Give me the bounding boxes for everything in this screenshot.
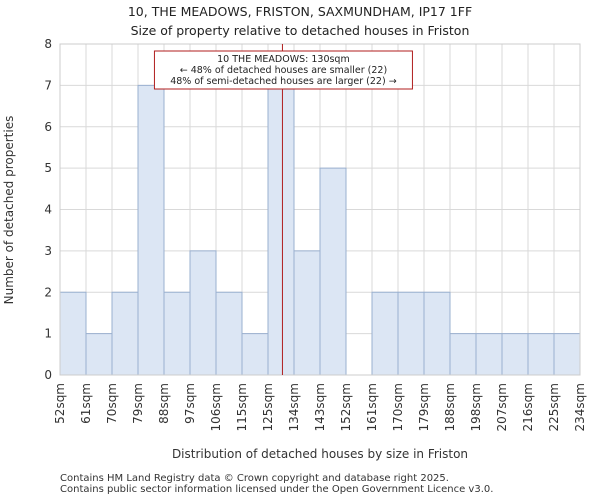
y-tick-label: 6 — [44, 120, 52, 134]
x-tick-label: 216sqm — [521, 383, 535, 431]
attribution-footer: Contains HM Land Registry data © Crown c… — [60, 473, 493, 495]
x-tick-label: 188sqm — [443, 383, 457, 431]
attribution-line-1: Contains HM Land Registry data © Crown c… — [60, 473, 449, 484]
x-tick-label: 234sqm — [573, 383, 587, 431]
histogram-bar — [475, 333, 503, 376]
histogram-bar — [85, 333, 113, 376]
histogram-bar — [189, 250, 217, 376]
x-tick-label: 70sqm — [105, 383, 119, 424]
annotation-box — [153, 50, 413, 90]
histogram-bar — [241, 333, 269, 376]
chart-header: 10, THE MEADOWS, FRISTON, SAXMUNDHAM, IP… — [0, 2, 600, 40]
y-tick-label: 2 — [44, 285, 52, 299]
x-tick-label: 143sqm — [313, 383, 327, 431]
y-tick-label: 8 — [44, 37, 52, 51]
x-tick-label: 225sqm — [547, 383, 561, 431]
annotation-line: 48% of semi-detached houses are larger (… — [170, 76, 397, 87]
annotation-line: ← 48% of detached houses are smaller (22… — [180, 65, 387, 76]
axis-layer: 0 1 2 3 4 5 6 7 8 52sqm 61sqm 70sqm 79sqm 88sqm 97sqm 1… — [44, 37, 587, 431]
attribution-line-2: Contains public sector information licen… — [60, 484, 494, 495]
histogram-bar — [137, 84, 165, 376]
y-tick-label: 3 — [44, 244, 52, 258]
x-tick-label: 106sqm — [209, 383, 223, 431]
plot-frame — [59, 43, 581, 376]
histogram-bar — [527, 333, 555, 376]
x-tick-label: 134sqm — [287, 383, 301, 431]
x-tick-label: 125sqm — [261, 383, 275, 431]
x-tick-label: 79sqm — [131, 383, 145, 424]
histogram-bar — [59, 291, 87, 376]
x-tick-label: 161sqm — [365, 383, 379, 431]
x-tick-label: 115sqm — [235, 383, 249, 431]
x-tick-label: 207sqm — [495, 383, 509, 431]
x-tick-label: 52sqm — [53, 383, 67, 424]
histogram-bar — [267, 84, 295, 376]
histogram-bar — [553, 333, 581, 376]
histogram-bar — [319, 167, 347, 376]
y-tick-label: 0 — [44, 368, 52, 382]
histogram-bar — [111, 291, 139, 376]
x-axis-label: Distribution of detached houses by size … — [172, 447, 468, 461]
x-tick-label: 170sqm — [391, 383, 405, 431]
annotation-line: 10 THE MEADOWS: 130sqm — [217, 54, 350, 65]
chart-subtitle: Size of property relative to detached ho… — [130, 23, 470, 38]
x-tick-label: 179sqm — [417, 383, 431, 431]
x-tick-label: 152sqm — [339, 383, 353, 431]
histogram-bar — [423, 291, 451, 376]
y-tick-label: 5 — [44, 161, 52, 175]
histogram-bar — [215, 291, 243, 376]
bar-layer — [59, 84, 581, 376]
x-tick-label: 88sqm — [157, 383, 171, 424]
y-tick-label: 1 — [44, 327, 52, 341]
histogram-bar — [293, 250, 321, 376]
y-tick-label: 4 — [44, 203, 52, 217]
histogram-bar — [501, 333, 529, 376]
histogram-bar — [449, 333, 477, 376]
y-axis-label: Number of detached properties — [2, 116, 16, 305]
y-tick-label: 7 — [44, 78, 52, 92]
x-tick-label: 61sqm — [79, 383, 93, 424]
histogram-bar — [397, 291, 425, 376]
histogram-bar — [371, 291, 399, 376]
chart-title: 10, THE MEADOWS, FRISTON, SAXMUNDHAM, IP… — [127, 4, 473, 19]
x-tick-label: 97sqm — [183, 383, 197, 424]
histogram-bar — [163, 291, 191, 376]
x-tick-label: 198sqm — [469, 383, 483, 431]
marker-layer: 10 THE MEADOWS: 130sqm← 48% of detached … — [153, 44, 413, 375]
